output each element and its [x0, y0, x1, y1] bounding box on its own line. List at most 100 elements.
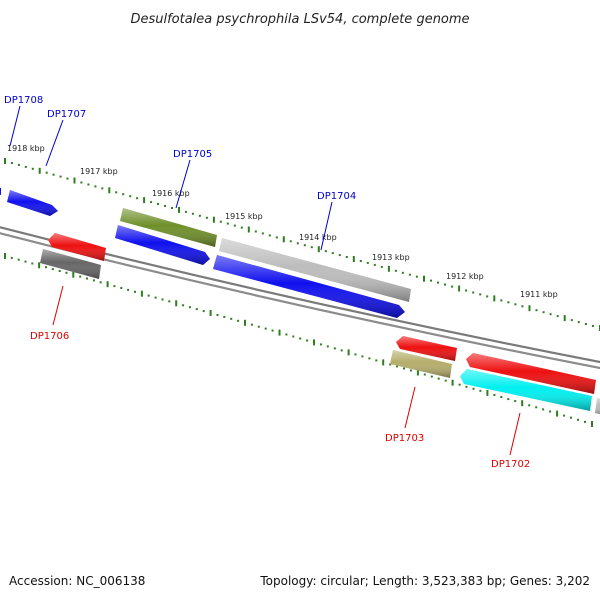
outer-ring-major-tick	[38, 167, 41, 174]
outer-ring-minor-tick	[303, 244, 306, 247]
gene-label-dp1707[interactable]: DP1707	[47, 109, 86, 120]
inner-ring-major-tick	[347, 349, 350, 356]
outer-ring-minor-tick	[59, 175, 62, 178]
inner-ring-minor-tick	[340, 349, 343, 352]
gene-feature-red-2[interactable]	[396, 336, 457, 361]
map-title: Desulfotalea psychrophila LSv54, complet…	[130, 12, 469, 27]
inner-ring-minor-tick	[326, 345, 329, 348]
outer-ring-minor-tick	[198, 214, 201, 217]
inner-ring-minor-tick	[423, 373, 426, 376]
inner-ring-major-tick	[244, 319, 246, 326]
inner-ring-minor-tick	[549, 410, 552, 413]
gene-label-dp1702[interactable]: DP1702	[491, 459, 530, 470]
inner-ring-minor-tick	[333, 347, 336, 350]
inner-ring-minor-tick	[444, 379, 447, 382]
outer-ring-minor-tick	[66, 177, 69, 180]
outer-ring-minor-tick	[331, 252, 334, 255]
scale-label-1913: 1913 kbp	[372, 253, 410, 262]
outer-ring-minor-tick	[296, 242, 299, 245]
outer-ring-minor-tick	[150, 201, 153, 204]
gene-feature-dp1702[interactable]	[460, 369, 592, 411]
outer-ring-minor-tick	[437, 281, 439, 284]
outer-ring-minor-tick	[240, 226, 243, 229]
outer-ring-minor-tick	[310, 246, 313, 249]
outer-ring-major-tick	[458, 285, 461, 292]
outer-ring-minor-tick	[373, 263, 376, 266]
gene-box-shade	[595, 398, 600, 415]
inner-ring-minor-tick	[168, 300, 171, 303]
gene-feature-red-1[interactable]	[48, 233, 106, 261]
gene-feature-dp1705[interactable]	[120, 208, 217, 247]
gene-feature-dp1703[interactable]	[390, 350, 452, 378]
inner-ring-major-tick	[313, 339, 315, 346]
outer-ring-minor-tick	[408, 273, 411, 276]
outer-ring-major-tick	[108, 187, 111, 194]
inner-ring-minor-tick	[472, 387, 475, 390]
outer-ring-minor-tick	[254, 230, 257, 233]
outer-ring-major-tick	[493, 295, 496, 302]
outer-ring-minor-tick	[472, 291, 475, 294]
gene-feature-grey-reverse[interactable]	[595, 398, 600, 415]
inner-ring-minor-tick	[195, 308, 198, 311]
outer-ring-minor-tick	[136, 197, 139, 200]
inner-ring-minor-tick	[216, 314, 219, 316]
leader-dp1708	[9, 105, 21, 147]
inner-ring-minor-tick	[570, 416, 572, 419]
gene-feature-red-3[interactable]	[466, 353, 596, 394]
gene-label-dp1708[interactable]: DP1708	[4, 95, 43, 106]
inner-ring-minor-tick	[10, 256, 13, 259]
outer-ring-major-tick	[352, 256, 355, 262]
inner-ring-minor-tick	[493, 394, 496, 396]
outer-ring-minor-tick	[31, 167, 34, 170]
outer-ring-minor-tick	[591, 325, 594, 327]
outer-ring-minor-tick	[415, 275, 418, 278]
inner-ring-major-tick	[38, 262, 41, 269]
outer-ring-minor-tick	[129, 195, 132, 198]
gene-box-shade	[390, 350, 452, 378]
inner-ring-major-tick	[451, 379, 454, 386]
scale-label-1916: 1916 kbp	[152, 189, 190, 198]
inner-ring-minor-tick	[17, 258, 20, 261]
scale-label-1918: 1918 kbp	[7, 144, 45, 153]
inner-ring-minor-tick	[147, 294, 150, 297]
inner-ring-minor-tick	[535, 406, 538, 409]
outer-ring-major-tick	[317, 246, 320, 253]
gene-label-dp1704[interactable]: DP1704	[317, 191, 356, 202]
gene-label-dp1706[interactable]: DP1706	[30, 331, 69, 342]
inner-ring-minor-tick	[58, 270, 61, 272]
inner-ring-minor-tick	[237, 319, 240, 322]
gene-feature-blue-1[interactable]	[115, 225, 210, 265]
scale-label-1914: 1914 kbp	[299, 233, 337, 242]
inner-ring-minor-tick	[154, 296, 157, 299]
inner-ring-minor-tick	[507, 398, 510, 401]
outer-ring-minor-tick	[451, 285, 454, 288]
gene-feature-dp1704[interactable]	[213, 255, 405, 318]
inner-ring-major-tick	[140, 290, 143, 297]
outer-ring-minor-tick	[17, 163, 20, 166]
outer-ring-minor-tick	[94, 185, 97, 188]
gene-box-shade	[40, 249, 101, 279]
gene-feature-dp1708[interactable]	[0, 186, 58, 216]
inner-ring-minor-tick	[230, 317, 233, 320]
gene-feature-grey-forward[interactable]	[219, 238, 411, 302]
inner-ring-major-tick	[521, 400, 524, 407]
outer-ring-major-tick	[528, 305, 531, 312]
inner-ring-major-tick	[382, 359, 385, 366]
inner-ring-major-tick	[106, 281, 109, 288]
gene-label-leaders	[9, 105, 521, 456]
inner-ring-minor-tick	[113, 285, 116, 288]
outer-ring-minor-tick	[205, 216, 208, 219]
genome-summary: Topology: circular; Length: 3,523,383 bp…	[260, 574, 590, 588]
gene-feature-dp1706[interactable]	[40, 249, 101, 279]
outer-ring-major-tick	[423, 275, 425, 282]
outer-ring-minor-tick	[500, 299, 503, 302]
gene-label-dp1705[interactable]: DP1705	[173, 149, 212, 160]
gene-arrow-shade	[7, 190, 58, 216]
gene-label-dp1703[interactable]: DP1703	[385, 433, 424, 444]
inner-ring-minor-tick	[31, 262, 34, 265]
inner-ring-minor-tick	[92, 279, 95, 282]
outer-ring-minor-tick	[359, 260, 362, 262]
outer-ring-minor-tick	[10, 162, 13, 164]
outer-ring-minor-tick	[577, 321, 580, 324]
